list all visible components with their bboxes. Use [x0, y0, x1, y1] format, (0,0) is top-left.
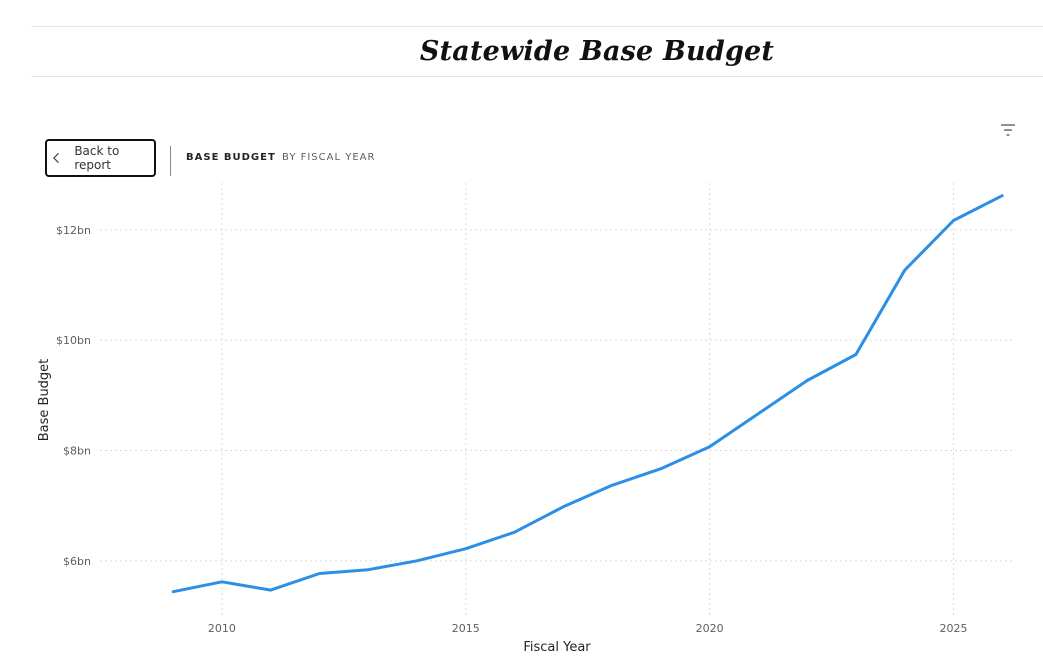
x-tick-label: 2020	[696, 622, 724, 635]
series-layer	[171, 194, 1004, 594]
data-point[interactable]	[367, 568, 370, 571]
data-point[interactable]	[318, 572, 321, 575]
y-tick-label: $8bn	[63, 445, 91, 458]
y-tick-label: $12bn	[56, 224, 91, 237]
gridlines	[100, 183, 1012, 616]
data-point[interactable]	[757, 412, 760, 415]
x-axis-title: Fiscal Year	[523, 640, 591, 655]
data-point[interactable]	[952, 219, 955, 222]
data-point[interactable]	[854, 353, 858, 356]
breadcrumb-base-budget: BASE BUDGET	[186, 152, 276, 163]
data-point[interactable]	[1001, 194, 1004, 197]
data-point[interactable]	[415, 559, 419, 563]
data-point[interactable]	[513, 530, 516, 534]
data-point[interactable]	[659, 467, 663, 470]
data-point[interactable]	[805, 379, 809, 382]
filter-icon[interactable]	[1000, 123, 1016, 137]
data-point[interactable]	[610, 484, 614, 487]
data-point[interactable]	[708, 445, 711, 448]
y-tick-label: $6bn	[63, 555, 91, 568]
x-tick-label: 2015	[452, 622, 480, 635]
data-point[interactable]	[171, 590, 175, 593]
back-to-report-label: Back to report	[74, 144, 120, 172]
page-title: Statewide Base Budget	[419, 36, 775, 67]
series-line	[171, 194, 1004, 594]
data-point[interactable]	[220, 580, 224, 584]
chevron-left-icon	[53, 152, 59, 164]
breadcrumb-by-fiscal-year[interactable]: BY FISCAL YEAR	[282, 152, 376, 163]
data-point[interactable]	[464, 547, 467, 550]
title-bar: Statewide Base Budget	[31, 26, 1043, 77]
back-to-report-button[interactable]: Back to report	[45, 139, 156, 177]
y-tick-label: $10bn	[56, 334, 91, 347]
toolbar-divider	[170, 146, 171, 176]
data-point[interactable]	[903, 268, 906, 272]
data-point[interactable]	[562, 505, 565, 508]
x-tick-label: 2025	[939, 622, 967, 635]
y-axis-ticks: $6bn $8bn $10bn $12bn	[56, 224, 91, 568]
y-axis-title: Base Budget	[37, 359, 52, 442]
x-axis-ticks: 2010 2015 2020 2025	[208, 622, 968, 635]
data-point[interactable]	[269, 588, 272, 592]
x-tick-label: 2010	[208, 622, 236, 635]
